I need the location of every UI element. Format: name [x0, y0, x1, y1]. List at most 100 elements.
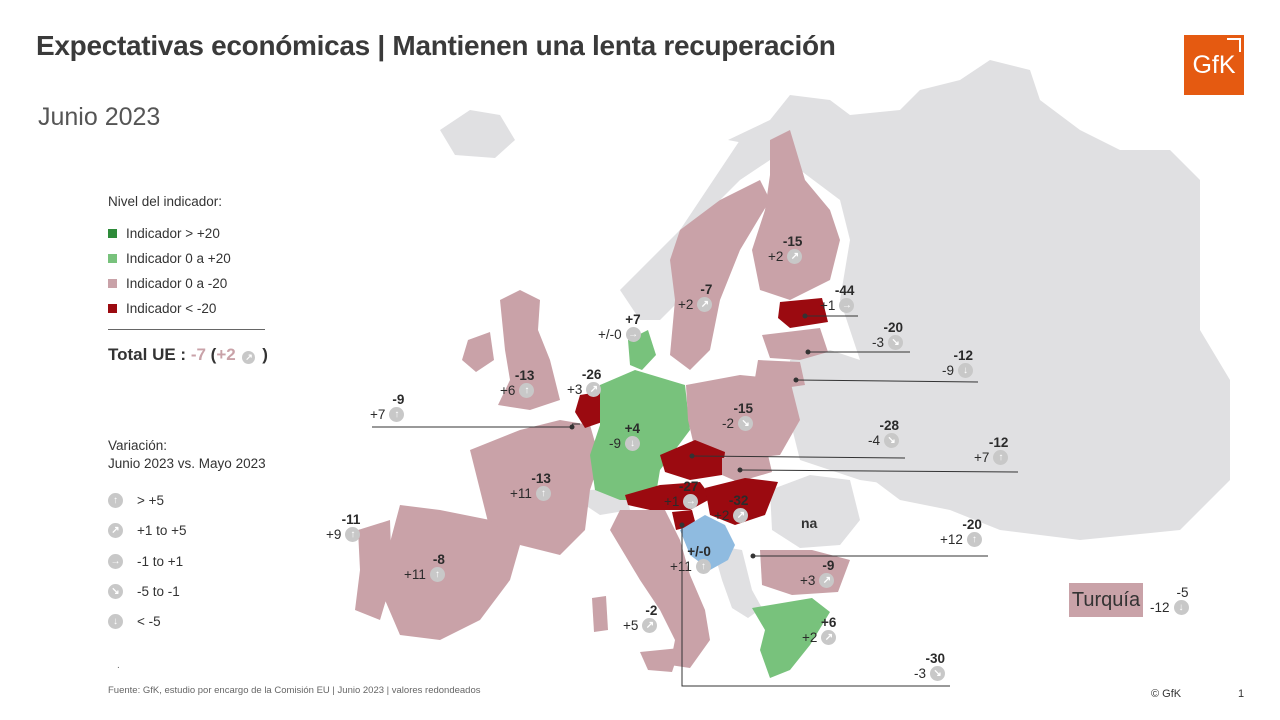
- change-value: -4 ↘: [868, 433, 900, 448]
- dot-ireland: [569, 424, 575, 430]
- arrow-up-right-icon: ↗: [697, 297, 713, 312]
- arrow-down-icon: ↓: [625, 436, 641, 451]
- change-text: +5: [623, 618, 639, 633]
- logo-text: GfK: [1192, 50, 1236, 79]
- change-text: +1: [820, 298, 836, 313]
- arrow-right-icon: →: [108, 554, 123, 569]
- level-value: -32: [728, 493, 749, 508]
- label-france: -13 +11 ↑: [510, 471, 551, 501]
- dot-estonia: [802, 313, 808, 319]
- variation-heading-line2: Junio 2023 vs. Mayo 2023: [108, 456, 266, 471]
- copyright: © GfK: [1151, 688, 1182, 700]
- total-paren-open: (: [210, 345, 217, 364]
- total-paren-close: ): [262, 345, 268, 364]
- country-hungary: [705, 478, 778, 525]
- label-latvia: -20 -3 ↘: [872, 320, 904, 350]
- logo-corner: [1227, 38, 1241, 52]
- level-value: -27: [678, 479, 699, 494]
- legend-swatch-pink: [108, 279, 117, 288]
- label-connectors: [372, 315, 1019, 687]
- change-value: -9 ↓: [942, 363, 974, 378]
- arrow-right-icon: →: [839, 298, 855, 313]
- change-value: +7 ↑: [974, 450, 1009, 465]
- label-italy: -2 +5 ↗: [623, 603, 658, 633]
- label-cyprus: -30 -3 ↘: [914, 651, 946, 681]
- level-value: -12: [953, 348, 974, 363]
- level-value: +4: [624, 421, 641, 436]
- land-iceland: [440, 110, 515, 158]
- label-bulgaria: -9 +3 ↗: [800, 558, 835, 588]
- label-lithuania: -12 -9 ↓: [942, 348, 974, 378]
- dot-mark: .: [117, 660, 120, 671]
- country-croatia: [680, 515, 735, 570]
- label-austria: -27 +1 →: [664, 479, 699, 509]
- level-value: -8: [432, 552, 445, 567]
- arrow-up-icon: ↑: [519, 383, 535, 398]
- label-sweden: -7 +2 ↗: [678, 282, 713, 312]
- change-text: +6: [500, 383, 516, 398]
- legend-item-pink: Indicador 0 a -20: [108, 276, 227, 291]
- legend-label: Indicador > +20: [126, 226, 220, 241]
- change-text: +3: [800, 573, 816, 588]
- change-value: +1 →: [820, 298, 855, 313]
- connector-cyprus: [681, 525, 950, 687]
- label-hungary: -32 +2 ↗: [714, 493, 749, 523]
- change-text: +1: [664, 494, 680, 509]
- source-note: Fuente: GfK, estudio por encargo de la C…: [108, 685, 481, 696]
- change-text: -9: [942, 363, 955, 378]
- label-poland: -15 -2 ↘: [722, 401, 754, 431]
- label-croatia: -20 +12 ↑: [940, 517, 982, 547]
- country-greece: [752, 598, 830, 678]
- label-turkey: -5 -12 ↓: [1150, 585, 1189, 615]
- country-germany: [590, 370, 690, 500]
- arrow-down-right-icon: ↘: [108, 584, 123, 599]
- country-france: [470, 420, 600, 555]
- change-text: -4: [868, 433, 881, 448]
- level-value: -20: [883, 320, 904, 335]
- arrow-up-icon: ↑: [535, 486, 551, 501]
- change-value: -12 ↓: [1150, 600, 1189, 615]
- change-value: +11 ↑: [510, 486, 551, 501]
- land-balkans-non-eu: [712, 545, 762, 618]
- dot-czechia: [689, 453, 695, 459]
- connector-dots: [569, 313, 811, 559]
- country-czechia: [660, 440, 725, 480]
- level-value: -13: [531, 471, 551, 486]
- level-value: -30: [925, 651, 946, 666]
- variation-label: -1 to +1: [137, 554, 184, 569]
- label-portugal: -11 +9 ↑: [326, 512, 361, 542]
- country-slovakia: [722, 455, 772, 482]
- label-spain: -8 +11 ↑: [404, 552, 445, 582]
- arrow-down-right-icon: ↘: [884, 433, 900, 448]
- level-value: -9: [822, 558, 835, 573]
- label-slovenia: +/-0 +11 ↑: [670, 544, 711, 574]
- change-value: -3 ↘: [872, 335, 904, 350]
- change-text: +/-0: [598, 327, 622, 342]
- legend-label: Indicador < -20: [126, 301, 217, 316]
- level-value: +6: [821, 615, 837, 630]
- legend-item-light-green: Indicador 0 a +20: [108, 251, 231, 266]
- dot-slovakia: [737, 467, 743, 473]
- arrow-down-right-icon: ↘: [738, 416, 754, 431]
- legend-item-dark-green: Indicador > +20: [108, 226, 220, 241]
- arrow-up-right-icon: ↗: [642, 618, 658, 633]
- arrow-down-icon: ↓: [1173, 600, 1189, 615]
- arrow-down-icon: ↓: [958, 363, 974, 378]
- country-italy: [610, 510, 710, 668]
- legend-swatch-dark-red: [108, 304, 117, 313]
- label-uk: -13 +6 ↑: [500, 368, 535, 398]
- change-value: +11 ↑: [404, 567, 445, 582]
- connector-czechia: [691, 455, 906, 459]
- level-value: +/-0: [687, 544, 711, 559]
- turkey-box: Turquía: [1069, 583, 1143, 617]
- country-sweden: [670, 180, 770, 370]
- legend-swatch-dark-green: [108, 229, 117, 238]
- variation-label: > +5: [137, 493, 165, 508]
- dot-croatia: [750, 553, 756, 559]
- label-germany: +4 -9 ↓: [609, 421, 641, 451]
- label-ireland: -9 +7 ↑: [370, 392, 405, 422]
- country-ireland: [462, 332, 494, 372]
- change-text: -3: [914, 666, 927, 681]
- total-value: -7: [190, 345, 206, 364]
- arrow-up-icon: ↑: [429, 567, 445, 582]
